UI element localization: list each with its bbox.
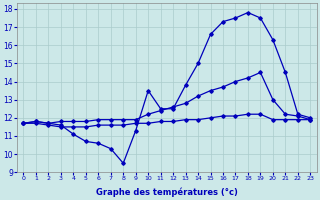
X-axis label: Graphe des températures (°c): Graphe des températures (°c) — [96, 187, 238, 197]
